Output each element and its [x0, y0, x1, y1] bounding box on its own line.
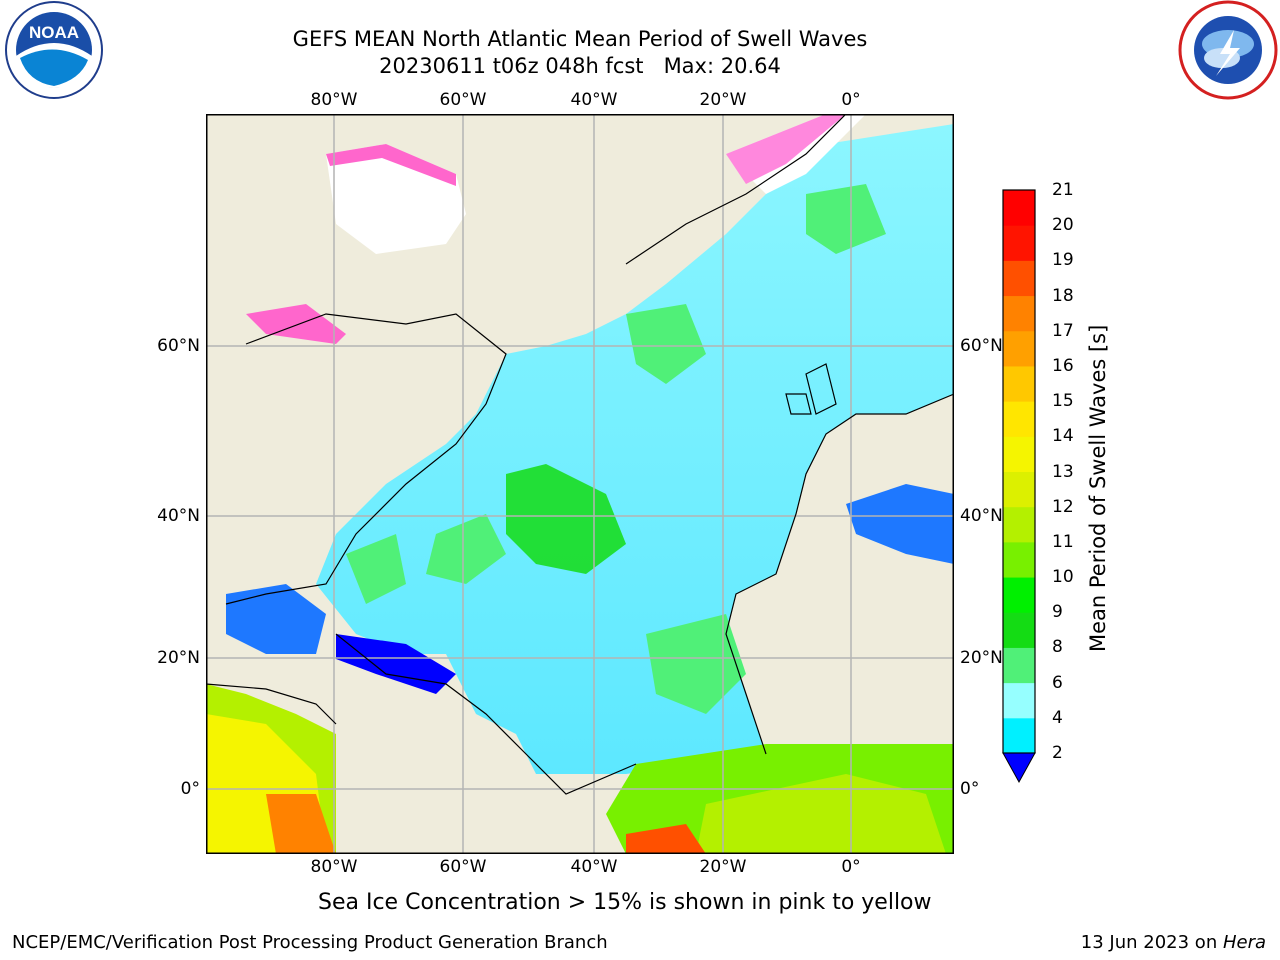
lat-label-left: 60°N	[157, 336, 200, 356]
coastlines	[205, 113, 955, 795]
colorbar	[1002, 188, 1036, 784]
noaa-logo-text: NOAA	[29, 23, 79, 42]
lon-label-top: 60°W	[439, 90, 487, 110]
colorbar-segment	[1003, 295, 1035, 332]
colorbar-tick-label: 15	[1052, 391, 1074, 412]
colorbar-tick-label: 14	[1052, 426, 1074, 447]
colorbar-extend-arrow	[1002, 752, 1036, 784]
sea-ice-caption: Sea Ice Concentration > 15% is shown in …	[318, 890, 932, 915]
colorbar-segment	[1003, 506, 1035, 543]
lat-label-left: 40°N	[157, 506, 200, 526]
footer-credit: NCEP/EMC/Verification Post Processing Pr…	[12, 932, 608, 953]
graticule	[206, 114, 954, 854]
lat-label-right: 0°	[960, 779, 980, 799]
lat-label-left: 0°	[180, 779, 200, 799]
colorbar-frame	[1002, 189, 1036, 754]
national-weather-service-logo	[1176, 0, 1280, 100]
colorbar-tick-label: 21	[1052, 180, 1074, 200]
colorbar-tick-label: 8	[1052, 637, 1063, 658]
colorbar-segment	[1003, 541, 1035, 578]
lat-label-right: 60°N	[960, 336, 1003, 356]
colorbar-tick-label: 4	[1052, 707, 1063, 728]
colorbar-tick-label: 2	[1052, 743, 1063, 763]
lon-label-top: 40°W	[570, 90, 618, 110]
lat-label-right: 40°N	[960, 506, 1003, 526]
colorbar-tick-label: 9	[1052, 602, 1063, 623]
colorbar-tick-label: 17	[1052, 320, 1074, 341]
lon-label-top: 80°W	[310, 90, 358, 110]
colorbar-segment	[1003, 682, 1035, 719]
map-subtitle: 20230611 t06z 048h fcst Max: 20.64	[379, 54, 781, 78]
colorbar-tick-label: 16	[1052, 355, 1074, 376]
colorbar-segment	[1003, 471, 1035, 508]
colorbar-segment	[1003, 647, 1035, 684]
colorbar-scale	[1002, 189, 1036, 784]
swell-period-map	[205, 113, 955, 854]
colorbar-segment	[1003, 190, 1035, 226]
colorbar-segment	[1003, 225, 1035, 261]
colorbar-segment	[1003, 260, 1035, 297]
map-border	[206, 114, 954, 854]
noaa-logo: NOAA	[0, 0, 108, 100]
colorbar-tick-label: 12	[1052, 496, 1074, 517]
colorbar-tick-label: 11	[1052, 531, 1074, 552]
footer-date: 13 Jun 2023 on	[1080, 932, 1223, 953]
ocean-swell-field	[316, 124, 954, 774]
lon-label-bottom: 80°W	[310, 857, 358, 877]
colorbar-ticks: 2 4 6 8 9 10 11 12 13 14 15 16 17 18 19 20 21	[1052, 0, 1092, 960]
colorbar-tick-label: 10	[1052, 567, 1074, 588]
colorbar-segment	[1003, 365, 1035, 402]
colorbar-segment	[1003, 436, 1035, 472]
colorbar-tick-label: 6	[1052, 672, 1063, 693]
map-title: GEFS MEAN North Atlantic Mean Period of …	[292, 27, 868, 51]
colorbar-tick-label: 13	[1052, 461, 1074, 482]
colorbar-tick-label: 19	[1052, 250, 1074, 271]
lon-label-bottom: 0°	[841, 857, 861, 877]
colorbar-tick-label: 18	[1052, 285, 1074, 306]
lat-label-left: 20°N	[157, 648, 200, 668]
lon-label-bottom: 40°W	[570, 857, 618, 877]
colorbar-label: Mean Period of Swell Waves [s]	[1086, 324, 1110, 652]
footer-timestamp: 13 Jun 2023 on Hera	[1081, 932, 1266, 953]
lon-label-bottom: 20°W	[699, 857, 747, 877]
colorbar-segment	[1003, 401, 1035, 437]
colorbar-segment	[1003, 330, 1035, 367]
colorbar-segment	[1003, 717, 1035, 754]
lon-label-top: 20°W	[699, 90, 747, 110]
lon-label-bottom: 60°W	[439, 857, 487, 877]
lat-label-right: 20°N	[960, 648, 1003, 668]
colorbar-tick-label: 20	[1052, 215, 1074, 236]
footer-host: Hera	[1222, 932, 1266, 953]
colorbar-segment	[1003, 577, 1035, 613]
map-panel	[205, 113, 955, 854]
lon-label-top: 0°	[841, 90, 861, 110]
colorbar-segment	[1003, 612, 1035, 648]
